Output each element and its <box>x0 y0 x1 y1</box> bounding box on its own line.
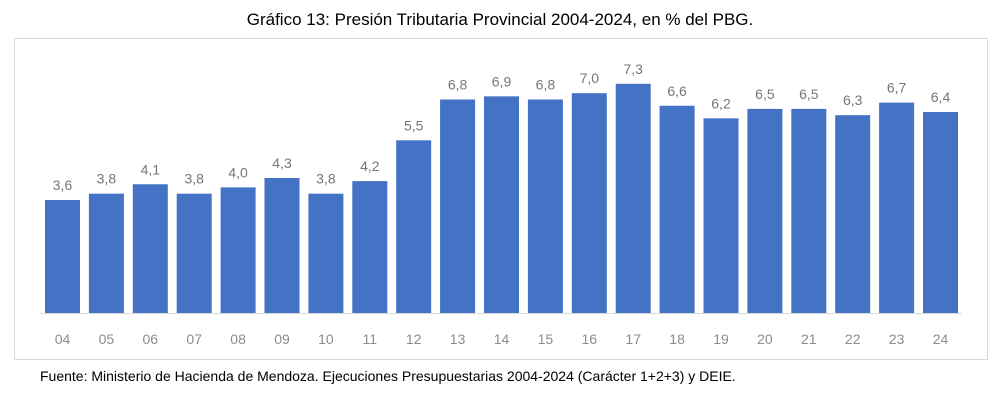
data-label-09: 4,3 <box>272 155 292 171</box>
x-tick-label-11: 11 <box>363 331 378 347</box>
data-label-23: 6,7 <box>887 80 907 96</box>
data-label-14: 6,9 <box>492 73 512 89</box>
data-label-15: 6,8 <box>536 76 556 92</box>
x-tick-label-04: 04 <box>55 331 71 347</box>
source-note: Fuente: Ministerio de Hacienda de Mendoz… <box>40 368 736 384</box>
data-label-19: 6,2 <box>711 95 731 111</box>
x-tick-label-24: 24 <box>933 331 949 347</box>
x-tick-label-20: 20 <box>757 331 773 347</box>
bar-05 <box>88 193 124 313</box>
bar-12 <box>396 140 432 313</box>
bar-15 <box>527 99 563 313</box>
x-tick-label-06: 06 <box>143 331 159 347</box>
x-tick-label-22: 22 <box>845 331 861 347</box>
x-tick-label-19: 19 <box>713 331 729 347</box>
chart-title: Gráfico 13: Presión Tributaria Provincia… <box>246 10 754 29</box>
x-tick-label-13: 13 <box>450 331 466 347</box>
x-tick-label-16: 16 <box>582 331 598 347</box>
x-tick-label-17: 17 <box>625 331 641 347</box>
chart-frame <box>14 38 988 360</box>
data-label-12: 5,5 <box>404 117 424 133</box>
data-label-24: 6,4 <box>931 89 951 105</box>
bar-17 <box>615 83 651 313</box>
data-label-22: 6,3 <box>843 92 863 108</box>
data-label-05: 3,8 <box>97 171 117 187</box>
data-label-06: 4,1 <box>141 161 161 177</box>
data-label-13: 6,8 <box>448 76 468 92</box>
x-tick-label-10: 10 <box>318 331 334 347</box>
data-label-04: 3,6 <box>53 177 73 193</box>
data-label-11: 4,2 <box>360 158 380 174</box>
bar-19 <box>703 118 739 313</box>
data-label-16: 7,0 <box>580 70 600 86</box>
bar-08 <box>220 187 256 313</box>
x-tick-label-23: 23 <box>889 331 905 347</box>
bar-20 <box>747 108 783 314</box>
bar-14 <box>484 96 519 313</box>
bar-10 <box>308 193 344 313</box>
x-tick-label-14: 14 <box>494 331 510 347</box>
data-label-20: 6,5 <box>755 86 775 102</box>
data-label-21: 6,5 <box>799 86 819 102</box>
data-label-18: 6,6 <box>667 83 687 99</box>
x-tick-label-05: 05 <box>99 331 115 347</box>
x-tick-label-12: 12 <box>406 331 422 347</box>
bar-04 <box>45 199 80 313</box>
bar-24 <box>923 112 958 313</box>
x-tick-label-08: 08 <box>230 331 246 347</box>
x-tick-label-07: 07 <box>186 331 202 347</box>
x-tick-label-21: 21 <box>801 331 817 347</box>
bar-21 <box>791 108 827 314</box>
bar-11 <box>352 181 388 313</box>
bar-23 <box>879 102 915 314</box>
bar-07 <box>176 193 212 313</box>
x-tick-label-09: 09 <box>274 331 290 347</box>
bar-06 <box>132 184 168 313</box>
x-tick-label-18: 18 <box>669 331 685 347</box>
bar-18 <box>659 105 695 313</box>
bar-09 <box>264 177 300 313</box>
x-tick-label-15: 15 <box>538 331 554 347</box>
data-label-10: 3,8 <box>316 171 336 187</box>
data-label-08: 4,0 <box>228 164 248 180</box>
bar-16 <box>571 93 607 313</box>
bar-13 <box>440 99 476 313</box>
data-label-17: 7,3 <box>623 61 643 77</box>
bar-22 <box>835 115 871 314</box>
data-label-07: 3,8 <box>184 171 204 187</box>
